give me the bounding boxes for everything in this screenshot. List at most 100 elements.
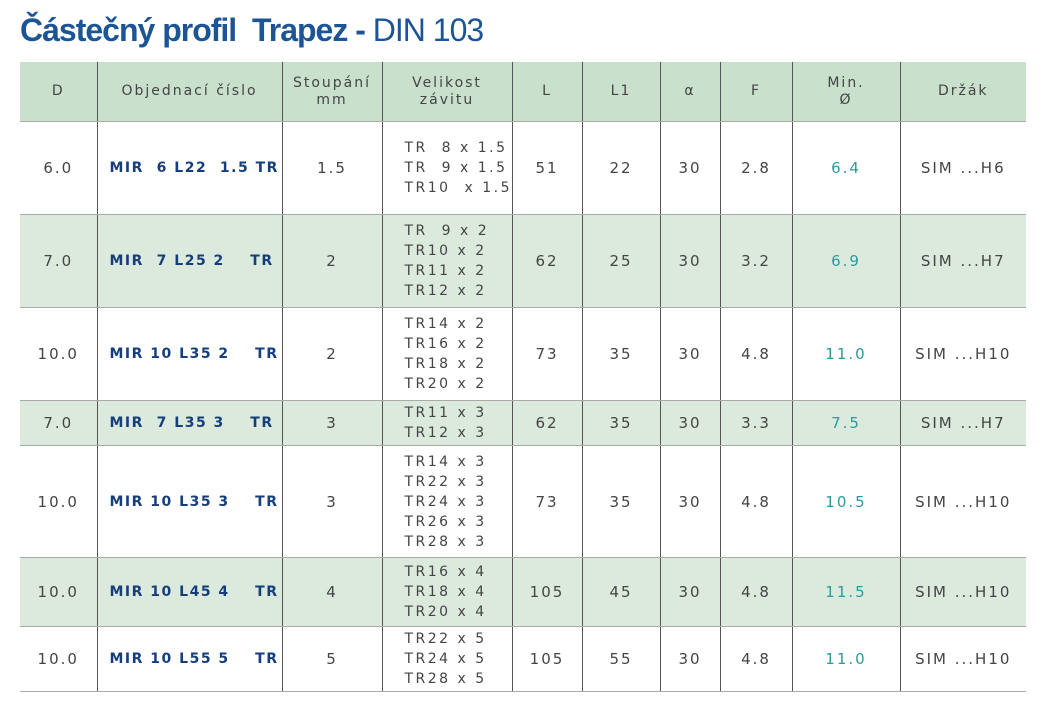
cell: 2.8 bbox=[719, 121, 792, 215]
cell: 6.0 bbox=[20, 121, 97, 215]
thread-size: TR 9 x 2 bbox=[404, 223, 490, 239]
header-line: α bbox=[684, 83, 696, 99]
header-line: L bbox=[542, 83, 552, 99]
cell: 45 bbox=[581, 557, 660, 627]
order-number: MIR 6 L22 1.5 TR bbox=[96, 121, 282, 215]
row: 10.0 MIR 10 L55 5 TR 5 TR22 x 5 TR24 x 5 TR28… bbox=[20, 626, 1026, 692]
header-cell: Min. Ø bbox=[791, 62, 900, 122]
header-row: D Objednací číslo Stoupání mm Velikost závitu… bbox=[20, 62, 1026, 122]
cell: 62 bbox=[511, 214, 582, 308]
cell: SIM ...H10 bbox=[899, 557, 1026, 627]
thread-sizes: TR16 x 4 TR18 x 4 TR20 x 4 bbox=[381, 557, 512, 627]
row: 10.0 MIR 10 L35 2 TR 2 TR14 x 2 TR16 x 2 TR18… bbox=[20, 307, 1026, 401]
cell: 4.8 bbox=[719, 307, 792, 401]
cell: 3.2 bbox=[719, 214, 792, 308]
thread-size: TR12 x 3 bbox=[404, 425, 487, 441]
cell: 1.5 bbox=[281, 121, 382, 215]
cell: SIM ...H6 bbox=[899, 121, 1026, 215]
cell: 3.3 bbox=[719, 400, 792, 446]
cell: 62 bbox=[511, 400, 582, 446]
thread-size: TR18 x 2 bbox=[404, 356, 487, 372]
header-cell: Velikost závitu bbox=[381, 62, 512, 122]
cell: 6.4 bbox=[791, 121, 900, 215]
header-line: Min. bbox=[827, 74, 865, 91]
thread-size: TR18 x 4 bbox=[404, 584, 487, 600]
cell: 51 bbox=[511, 121, 582, 215]
row: 10.0 MIR 10 L35 3 TR 3 TR14 x 3 TR22 x 3 TR24… bbox=[20, 445, 1026, 558]
cell: 10.0 bbox=[20, 445, 97, 558]
title: Částečný profil Trapez - DIN 103 bbox=[20, 12, 484, 49]
thread-size: TR16 x 2 bbox=[404, 336, 487, 352]
cell: 10.0 bbox=[20, 557, 97, 627]
thread-sizes: TR 8 x 1.5 TR 9 x 1.5 TR10 x 1.5 bbox=[381, 121, 512, 215]
cell: 6.9 bbox=[791, 214, 900, 308]
thread-size: TR 8 x 1.5 bbox=[404, 140, 508, 156]
cell: SIM ...H10 bbox=[899, 445, 1026, 558]
cell: 4.8 bbox=[719, 445, 792, 558]
header-line: Držák bbox=[937, 83, 989, 99]
cell: SIM ...H10 bbox=[899, 626, 1026, 692]
header-cell: L bbox=[511, 62, 582, 122]
cell: 2 bbox=[281, 307, 382, 401]
cell: SIM ...H10 bbox=[899, 307, 1026, 401]
thread-sizes: TR14 x 2 TR16 x 2 TR18 x 2 TR20 x 2 bbox=[381, 307, 512, 401]
cell: 30 bbox=[659, 445, 720, 558]
row: 7.0 MIR 7 L35 3 TR 3 TR11 x 3 TR12 x 3 62 35 30… bbox=[20, 400, 1026, 446]
header-line: Stoupání bbox=[292, 74, 372, 91]
order-number: MIR 10 L35 2 TR bbox=[96, 307, 282, 401]
cell: 5 bbox=[281, 626, 382, 692]
cell: 4 bbox=[281, 557, 382, 627]
title-bold: Částečný profil Trapez - bbox=[20, 12, 366, 48]
thread-size: TR11 x 3 bbox=[404, 405, 487, 421]
thread-size: TR28 x 5 bbox=[404, 671, 487, 687]
cell: 30 bbox=[659, 400, 720, 446]
header-line: L1 bbox=[610, 83, 632, 99]
thread-size: TR26 x 3 bbox=[404, 513, 487, 530]
cell: 2 bbox=[281, 214, 382, 308]
thread-size: TR20 x 2 bbox=[404, 376, 487, 392]
cell: 11.5 bbox=[791, 557, 900, 627]
order-number: MIR 7 L35 3 TR bbox=[96, 400, 282, 446]
cell: 105 bbox=[511, 626, 582, 692]
thread-size: TR24 x 3 bbox=[404, 493, 487, 510]
cell: 10.0 bbox=[20, 307, 97, 401]
thread-size: TR22 x 5 bbox=[404, 631, 487, 647]
cell: SIM ...H7 bbox=[899, 214, 1026, 308]
header-line: Ø bbox=[839, 91, 853, 108]
cell: 3 bbox=[281, 445, 382, 558]
thread-size: TR11 x 2 bbox=[404, 263, 487, 279]
row: 6.0 MIR 6 L22 1.5 TR 1.5 TR 8 x 1.5 TR 9 x 1… bbox=[20, 121, 1026, 215]
thread-size: TR20 x 4 bbox=[404, 604, 487, 620]
cell: 4.8 bbox=[719, 557, 792, 627]
cell: 30 bbox=[659, 121, 720, 215]
table: D Objednací číslo Stoupání mm Velikost závitu… bbox=[20, 62, 1026, 692]
thread-sizes: TR14 x 3 TR22 x 3 TR24 x 3 TR26 x 3 TR28 x 3 bbox=[381, 445, 512, 558]
cell: 35 bbox=[581, 400, 660, 446]
thread-sizes: TR22 x 5 TR24 x 5 TR28 x 5 bbox=[381, 626, 512, 692]
cell: 30 bbox=[659, 557, 720, 627]
cell: 3 bbox=[281, 400, 382, 446]
header-cell: α bbox=[659, 62, 720, 122]
order-number: MIR 7 L25 2 TR bbox=[96, 214, 282, 308]
cell: 10.5 bbox=[791, 445, 900, 558]
thread-size: TR22 x 3 bbox=[404, 473, 487, 490]
thread-size: TR 9 x 1.5 bbox=[404, 160, 508, 176]
row: 10.0 MIR 10 L45 4 TR 4 TR16 x 4 TR18 x 4 TR20… bbox=[20, 557, 1026, 627]
cell: 7.0 bbox=[20, 400, 97, 446]
cell: 30 bbox=[659, 626, 720, 692]
header-cell: Objednací číslo bbox=[96, 62, 282, 122]
order-number: MIR 10 L35 3 TR bbox=[96, 445, 282, 558]
header-cell: Držák bbox=[899, 62, 1026, 122]
thread-size: TR10 x 2 bbox=[404, 243, 487, 259]
thread-size: TR24 x 5 bbox=[404, 651, 487, 667]
cell: 105 bbox=[511, 557, 582, 627]
cell: 10.0 bbox=[20, 626, 97, 692]
cell: 55 bbox=[581, 626, 660, 692]
order-number: MIR 10 L55 5 TR bbox=[96, 626, 282, 692]
cell: 73 bbox=[511, 307, 582, 401]
thread-sizes: TR 9 x 2 TR10 x 2 TR11 x 2 TR12 x 2 bbox=[381, 214, 512, 308]
cell: SIM ...H7 bbox=[899, 400, 1026, 446]
order-number: MIR 10 L45 4 TR bbox=[96, 557, 282, 627]
row: 7.0 MIR 7 L25 2 TR 2 TR 9 x 2 TR10 x 2 TR11 x… bbox=[20, 214, 1026, 308]
